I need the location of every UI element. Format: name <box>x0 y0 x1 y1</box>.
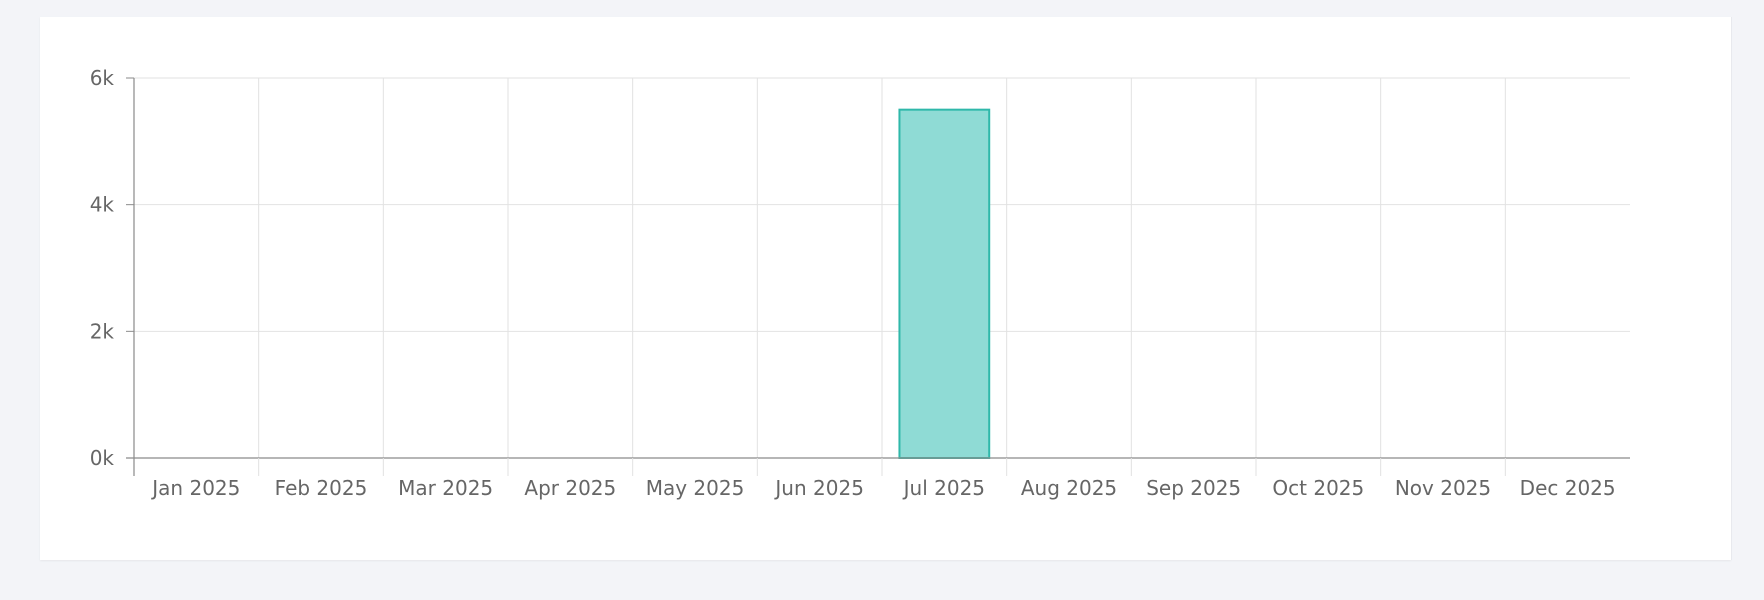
x-tick-label: Jul 2025 <box>902 476 985 500</box>
y-tick-label: 2k <box>90 319 115 343</box>
x-tick-label: Jan 2025 <box>150 476 240 500</box>
x-tick-label: Aug 2025 <box>1021 476 1117 500</box>
bar-jul-2025 <box>898 108 991 460</box>
x-tick-label: Jun 2025 <box>773 476 864 500</box>
bars <box>898 108 991 460</box>
panel-edge <box>1731 17 1732 560</box>
grid-lines <box>134 77 1630 458</box>
chart-card <box>40 17 1731 560</box>
x-tick-label: Feb 2025 <box>275 476 368 500</box>
x-tick-label: Oct 2025 <box>1272 476 1364 500</box>
x-tick-label: Mar 2025 <box>398 476 493 500</box>
x-axis-ticks: Jan 2025 Feb 2025 Mar 2025 Apr 2025 May 2025… <box>150 458 1616 500</box>
x-tick-label: Apr 2025 <box>524 476 616 500</box>
axes <box>126 78 1630 476</box>
x-tick-label: Dec 2025 <box>1520 476 1616 500</box>
x-tick-label: May 2025 <box>646 476 745 500</box>
x-tick-label: Sep 2025 <box>1146 476 1241 500</box>
y-axis-ticks: 0k 2k 4k 6k <box>90 66 134 470</box>
y-tick-label: 4k <box>90 193 115 217</box>
x-tick-label: Nov 2025 <box>1395 476 1491 500</box>
y-tick-label: 0k <box>90 446 115 470</box>
y-tick-label: 6k <box>90 66 115 90</box>
